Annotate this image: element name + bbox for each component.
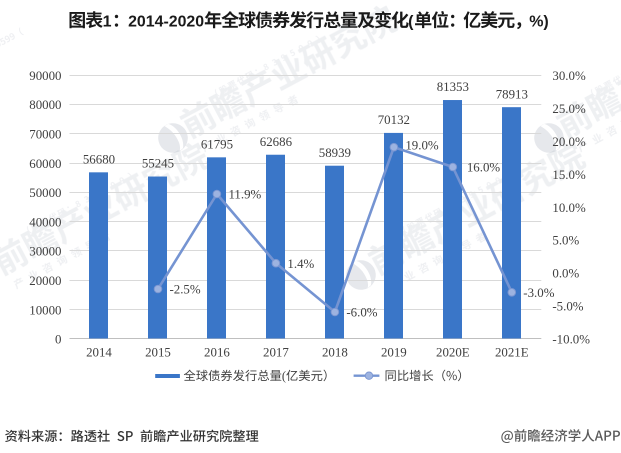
svg-text:11.9%: 11.9% xyxy=(228,188,261,202)
svg-text:2015: 2015 xyxy=(145,346,171,360)
svg-text:2021E: 2021E xyxy=(495,346,529,360)
svg-text:20.0%: 20.0% xyxy=(552,135,586,149)
svg-text:58939: 58939 xyxy=(319,146,351,160)
svg-text:19.0%: 19.0% xyxy=(405,138,439,152)
svg-text:-6.0%: -6.0% xyxy=(346,306,377,320)
svg-text:10.0%: 10.0% xyxy=(552,201,586,215)
svg-text:2020E: 2020E xyxy=(436,346,470,360)
svg-text:61795: 61795 xyxy=(201,138,233,152)
svg-text:15.0%: 15.0% xyxy=(552,168,586,182)
svg-text:2017: 2017 xyxy=(263,346,289,360)
svg-text:78913: 78913 xyxy=(496,87,528,101)
svg-text:1.4%: 1.4% xyxy=(287,257,314,271)
svg-text:(: ( xyxy=(408,14,414,31)
svg-text:(: ( xyxy=(282,369,286,383)
svg-text:0.0%: 0.0% xyxy=(552,267,579,281)
svg-text:2016: 2016 xyxy=(204,346,230,360)
svg-text:81353: 81353 xyxy=(437,80,469,94)
svg-text:%): %) xyxy=(529,14,549,31)
svg-text:2014: 2014 xyxy=(86,346,112,360)
svg-text:10000: 10000 xyxy=(29,303,61,317)
svg-text:70132: 70132 xyxy=(378,113,410,127)
svg-text:0: 0 xyxy=(55,333,61,347)
svg-text:50000: 50000 xyxy=(29,186,61,200)
svg-text:2019: 2019 xyxy=(381,346,407,360)
svg-text:20000: 20000 xyxy=(29,274,61,288)
svg-text:30.0%: 30.0% xyxy=(552,69,586,83)
svg-text:-5.0%: -5.0% xyxy=(552,300,583,314)
svg-text:5.0%: 5.0% xyxy=(552,234,579,248)
svg-text:62686: 62686 xyxy=(260,135,293,149)
svg-text:60000: 60000 xyxy=(29,157,61,171)
svg-text:-3.0%: -3.0% xyxy=(523,286,554,300)
svg-text:2014-2020: 2014-2020 xyxy=(128,14,204,31)
svg-text:56680: 56680 xyxy=(83,153,115,167)
svg-text:16.0%: 16.0% xyxy=(467,161,501,175)
svg-text:40000: 40000 xyxy=(29,215,61,229)
svg-text:70000: 70000 xyxy=(29,128,61,142)
svg-text:-10.0%: -10.0% xyxy=(552,333,590,347)
svg-text:30000: 30000 xyxy=(29,245,61,259)
svg-text:55245: 55245 xyxy=(142,157,174,171)
svg-text:90000: 90000 xyxy=(29,69,61,83)
svg-text:80000: 80000 xyxy=(29,98,61,112)
svg-text:25.0%: 25.0% xyxy=(552,102,586,116)
svg-text:1: 1 xyxy=(103,14,112,31)
svg-text:-2.5%: -2.5% xyxy=(169,283,200,297)
svg-text:2018: 2018 xyxy=(322,346,348,360)
